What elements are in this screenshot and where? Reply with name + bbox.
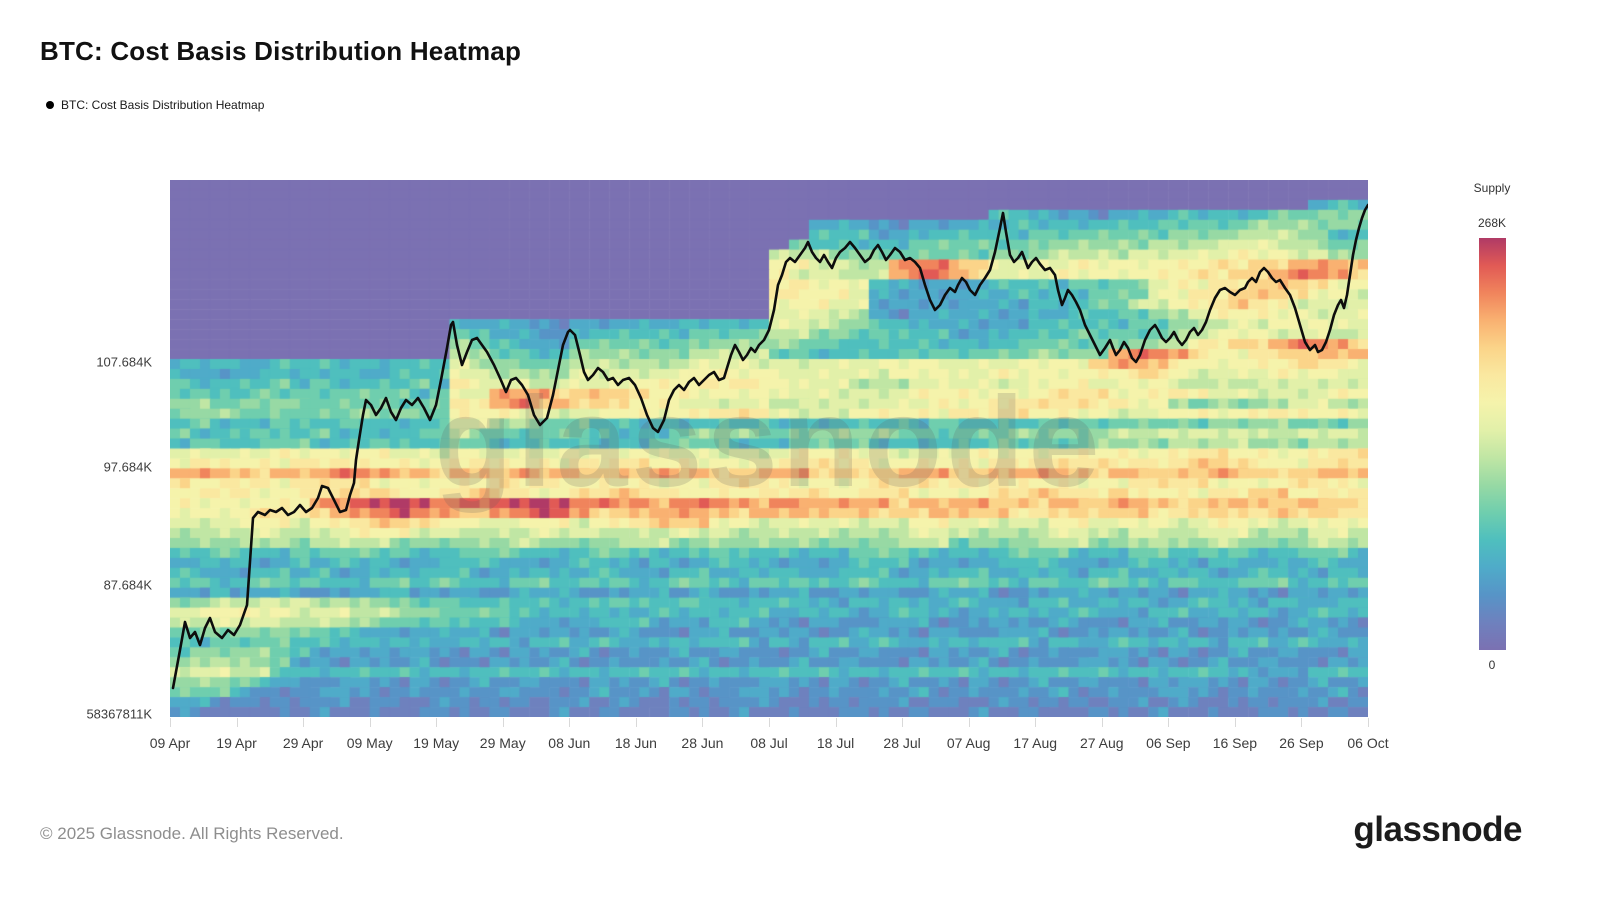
x-axis-label: 08 Jul — [750, 735, 788, 751]
colorbar-gradient — [1479, 238, 1506, 650]
y-axis-label: 107.684K — [96, 354, 152, 370]
x-axis-label: 06 Oct — [1347, 735, 1389, 751]
x-axis-tick — [1168, 718, 1170, 727]
x-axis-label: 27 Aug — [1079, 735, 1124, 751]
x-axis-label: 08 Jun — [548, 735, 591, 751]
x-axis-label: 16 Sep — [1212, 735, 1258, 751]
x-axis-tick — [170, 718, 171, 727]
legend-dot-icon — [46, 101, 54, 109]
heatmap-canvas[interactable] — [170, 180, 1368, 717]
x-axis-tick — [702, 718, 704, 727]
y-axis-label: 97.684K — [103, 459, 152, 475]
x-axis: 09 Apr 19 Apr 29 Apr 09 May 19 May 29 May 08 J… — [150, 717, 1389, 765]
x-axis-label: 19 May — [413, 735, 460, 751]
x-axis-tick — [1101, 718, 1103, 727]
x-axis-label: 09 May — [346, 735, 393, 751]
x-axis-tick — [1234, 718, 1236, 727]
price-line-svg — [171, 203, 1368, 690]
legend-label: BTC: Cost Basis Distribution Heatmap — [61, 98, 265, 112]
x-axis-label: 07 Aug — [946, 735, 991, 751]
colorbar-max-label: 268K — [1477, 216, 1507, 230]
x-axis-tick — [436, 718, 438, 727]
x-axis-tick — [635, 718, 637, 727]
x-axis-label: 28 Jul — [883, 735, 921, 751]
y-axis-label: 58367811K — [86, 706, 152, 722]
legend-item[interactable]: BTC: Cost Basis Distribution Heatmap — [46, 98, 264, 112]
x-axis-label: 19 Apr — [216, 735, 257, 751]
x-axis-tick — [1301, 718, 1303, 727]
colorbar-min-label: 0 — [1488, 658, 1496, 672]
x-axis-tick — [569, 718, 571, 727]
x-axis-label: 17 Aug — [1013, 735, 1058, 751]
x-axis-tick — [303, 718, 305, 727]
x-axis-label: 29 Apr — [282, 735, 324, 751]
x-axis-label: 06 Sep — [1146, 735, 1191, 751]
x-axis-tick — [1368, 718, 1369, 727]
plot-area: glassnode — [170, 180, 1368, 717]
x-axis-tick — [1035, 718, 1037, 727]
x-axis-tick — [968, 718, 970, 727]
x-axis-tick — [902, 718, 904, 727]
x-axis-label: 18 Jul — [816, 735, 855, 751]
price-line — [171, 203, 1368, 690]
y-axis-label: 87.684K — [103, 577, 152, 593]
footer-copyright: © 2025 Glassnode. All Rights Reserved. — [40, 824, 344, 843]
x-axis-tick — [502, 718, 504, 727]
x-axis-tick — [369, 718, 371, 727]
x-axis-label: 26 Sep — [1279, 735, 1324, 751]
x-axis-tick — [835, 718, 837, 727]
x-axis-label: 09 Apr — [149, 735, 191, 751]
page-title: BTC: Cost Basis Distribution Heatmap — [40, 36, 522, 66]
x-axis-label: 29 May — [479, 735, 526, 751]
colorbar-title: Supply — [1473, 181, 1511, 195]
y-axis: 107.684K 97.684K 87.684K 58367811K — [40, 180, 155, 722]
glassnode-logo: glassnode — [1353, 810, 1522, 849]
x-axis-label: 28 Jun — [681, 735, 724, 751]
x-axis-tick — [236, 718, 238, 727]
x-axis-label: 18 Jun — [614, 735, 657, 751]
x-axis-tick — [769, 718, 770, 727]
